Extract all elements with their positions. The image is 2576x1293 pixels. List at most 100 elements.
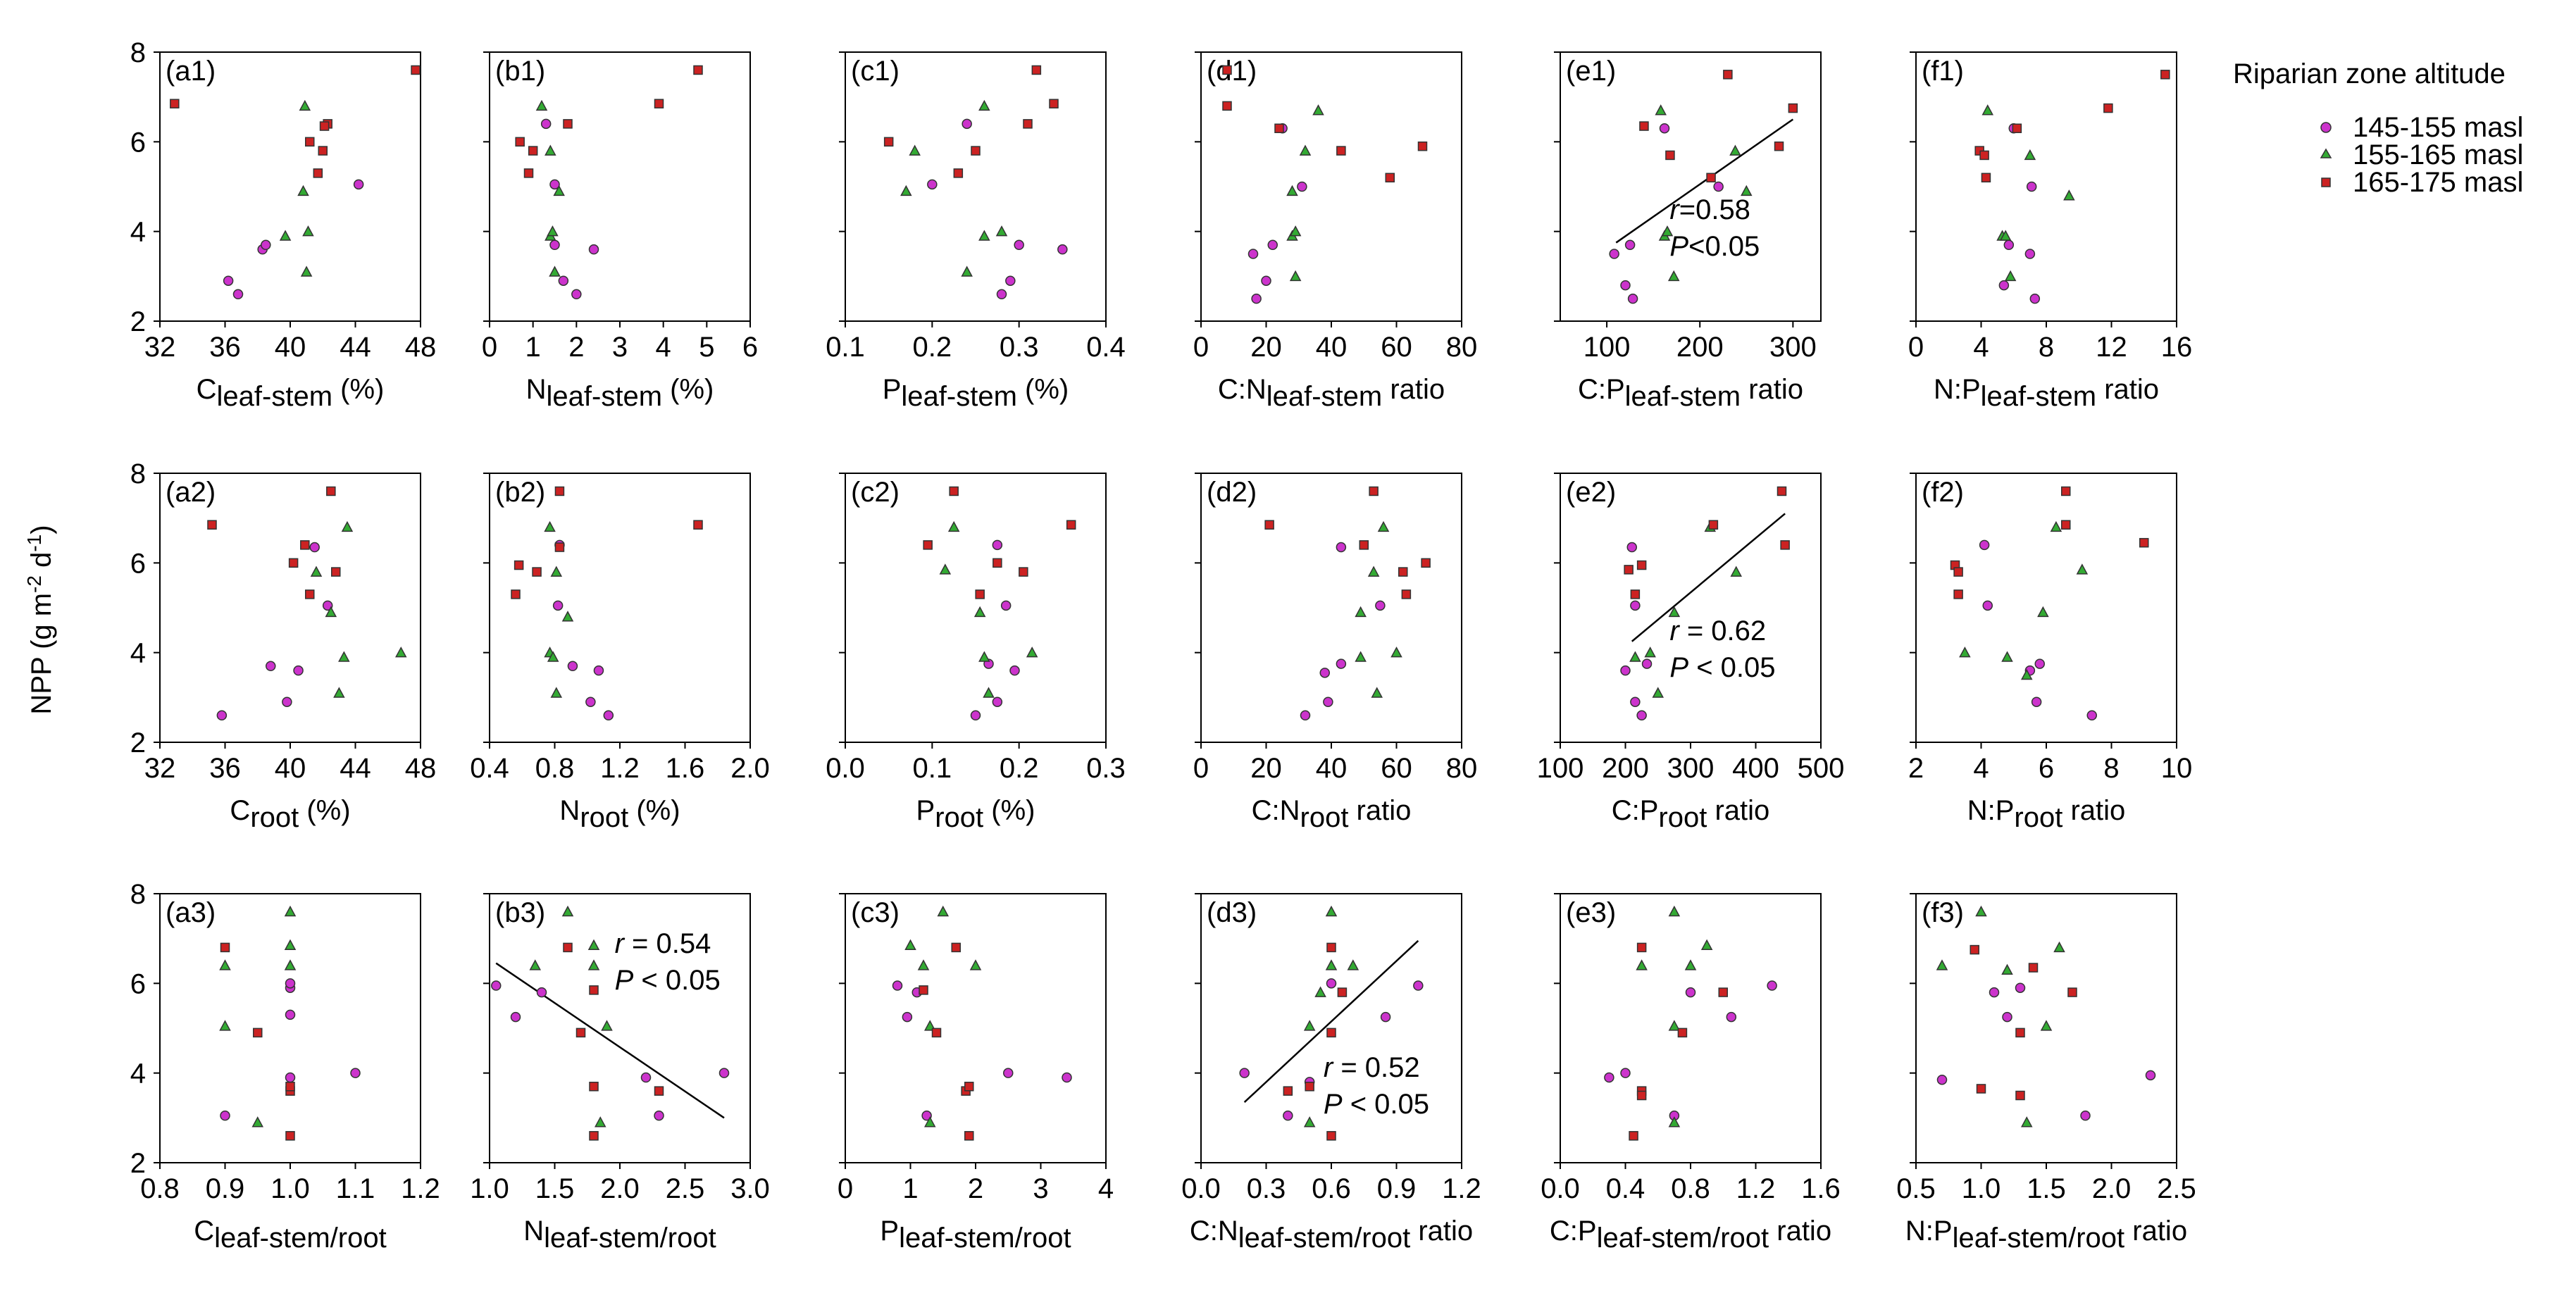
data-point-145-155	[654, 1110, 664, 1121]
data-point-165-175	[1336, 146, 1346, 156]
data-point-155-165	[1999, 230, 2012, 241]
x-tick-label: 4	[1973, 753, 1989, 784]
panel-tag: (a2)	[166, 477, 216, 508]
panel-tag: (b3)	[495, 897, 545, 928]
data-point-165-175	[1708, 520, 1719, 530]
x-tick-label: 0.0	[826, 753, 865, 784]
data-point-165-175	[589, 1082, 599, 1092]
x-tick-label: 48	[405, 332, 437, 363]
plot-frame	[1200, 51, 1462, 322]
x-axis-label: N:Pleaf-stem/root ratio	[1905, 1216, 2187, 1254]
data-point-155-165	[1289, 270, 1302, 282]
panel-tag: (e3)	[1566, 897, 1616, 928]
data-point-145-155	[1062, 1072, 1072, 1083]
x-tick-label: 1.0	[270, 1173, 310, 1204]
x-tick-label: 0.8	[140, 1173, 180, 1204]
data-point-155-165	[969, 959, 982, 970]
data-point-145-155	[1057, 244, 1068, 255]
x-tick-label: 1.2	[600, 753, 640, 784]
x-tick-label: 300	[1769, 332, 1817, 363]
x-tick-label: 36	[209, 753, 241, 784]
p-value-label: P<0.05	[1669, 231, 1760, 262]
data-point-165-175	[883, 137, 894, 147]
data-point-165-175	[654, 1086, 664, 1096]
data-point-165-175	[923, 540, 933, 550]
data-point-155-165	[550, 687, 563, 698]
data-point-165-175	[964, 1131, 974, 1141]
p-value-label: P < 0.05	[1324, 1089, 1429, 1120]
data-point-145-155	[1685, 987, 1696, 998]
x-tick-label: 100	[1537, 753, 1584, 784]
x-tick-label: 40	[1316, 753, 1348, 784]
data-point-155-165	[909, 144, 921, 156]
data-point-145-155	[322, 600, 333, 611]
data-point-155-165	[300, 266, 313, 277]
data-point-165-175	[1417, 141, 1428, 151]
legend-entry-145-155: 145-155 masl	[2320, 112, 2523, 143]
data-point-165-175	[1953, 589, 1963, 599]
panel-a1: 2 4 6 8 32 36 40 44 48 Cleaf-stem (%) (a1)	[130, 37, 437, 412]
data-point-145-155	[992, 697, 1003, 707]
x-tick-label: 1.2	[1442, 1173, 1481, 1204]
data-point-155-165	[1312, 104, 1324, 115]
data-point-145-155	[1009, 665, 1020, 676]
data-point-165-175	[1326, 1131, 1336, 1141]
data-point-165-175	[313, 168, 323, 178]
data-point-145-155	[970, 710, 981, 721]
x-tick-label: 0.0	[1541, 1173, 1580, 1204]
data-point-145-155	[1630, 600, 1641, 611]
data-point-155-165	[394, 646, 407, 658]
data-point-155-165	[2040, 1020, 2053, 1031]
data-point-155-165	[1700, 939, 1713, 950]
data-point-145-155	[232, 289, 244, 300]
data-point-165-175	[951, 942, 961, 953]
data-point-155-165	[550, 566, 563, 577]
data-point-145-155	[1604, 1072, 1614, 1083]
data-point-145-155	[2003, 239, 2015, 251]
x-tick-label: 20	[1250, 753, 1282, 784]
data-point-155-165	[900, 185, 912, 196]
data-point-155-165	[284, 905, 297, 917]
data-point-145-155	[1247, 249, 1259, 259]
x-axis-label: C:Nleaf-stem/root ratio	[1190, 1216, 1473, 1254]
x-tick-label: 0.5	[1896, 1173, 1936, 1204]
data-point-145-155	[1641, 658, 1653, 669]
regression-line	[495, 962, 725, 1119]
data-point-165-175	[1629, 1131, 1638, 1141]
data-point-155-165	[338, 651, 350, 662]
data-point-165-175	[528, 146, 538, 156]
data-point-165-175	[1031, 65, 1042, 75]
data-point-165-175	[285, 1131, 295, 1141]
data-point-145-155	[549, 179, 560, 190]
x-tick-label: 0.8	[535, 753, 575, 784]
data-point-165-175	[331, 567, 341, 577]
data-point-155-165	[1981, 104, 1994, 115]
data-point-145-155	[1624, 239, 1636, 251]
data-point-165-175	[1398, 567, 1408, 577]
data-point-155-165	[297, 185, 309, 196]
panel-tag: (b2)	[495, 477, 545, 508]
data-point-155-165	[1377, 520, 1390, 532]
x-tick-label: 36	[209, 332, 241, 363]
x-tick-label: 0	[482, 332, 497, 363]
panel-tag: (a3)	[166, 897, 216, 928]
data-point-165-175	[975, 589, 985, 599]
data-point-165-175	[953, 168, 964, 178]
data-point-145-155	[540, 118, 552, 130]
data-point-155-165	[1975, 905, 1987, 917]
legend-title: Riparian zone altitude	[2233, 58, 2506, 89]
data-point-155-165	[2004, 270, 2017, 282]
data-point-165-175	[1385, 173, 1395, 183]
x-tick-label: 1.0	[1962, 1173, 2001, 1204]
panel-f3: 0.5 1.0 1.5 2.0 2.5 N:Pleaf-stem/root ratio (f…	[1896, 893, 2196, 1254]
panel-tag: (d3)	[1207, 897, 1257, 928]
data-point-145-155	[2031, 697, 2042, 707]
data-point-165-175	[2015, 1090, 2025, 1101]
x-axis-label: Pleaf-stem (%)	[883, 374, 1069, 412]
data-point-145-155	[921, 1110, 932, 1121]
panel-e1: 100 200 300 C:Pleaf-stem ratio (e1) r=0.58 P<0…	[1554, 51, 1822, 412]
legend-marker-triangle	[2320, 148, 2332, 158]
data-point-155-165	[2024, 149, 2036, 161]
data-point-145-155	[282, 697, 292, 707]
data-point-165-175	[1305, 1082, 1314, 1092]
